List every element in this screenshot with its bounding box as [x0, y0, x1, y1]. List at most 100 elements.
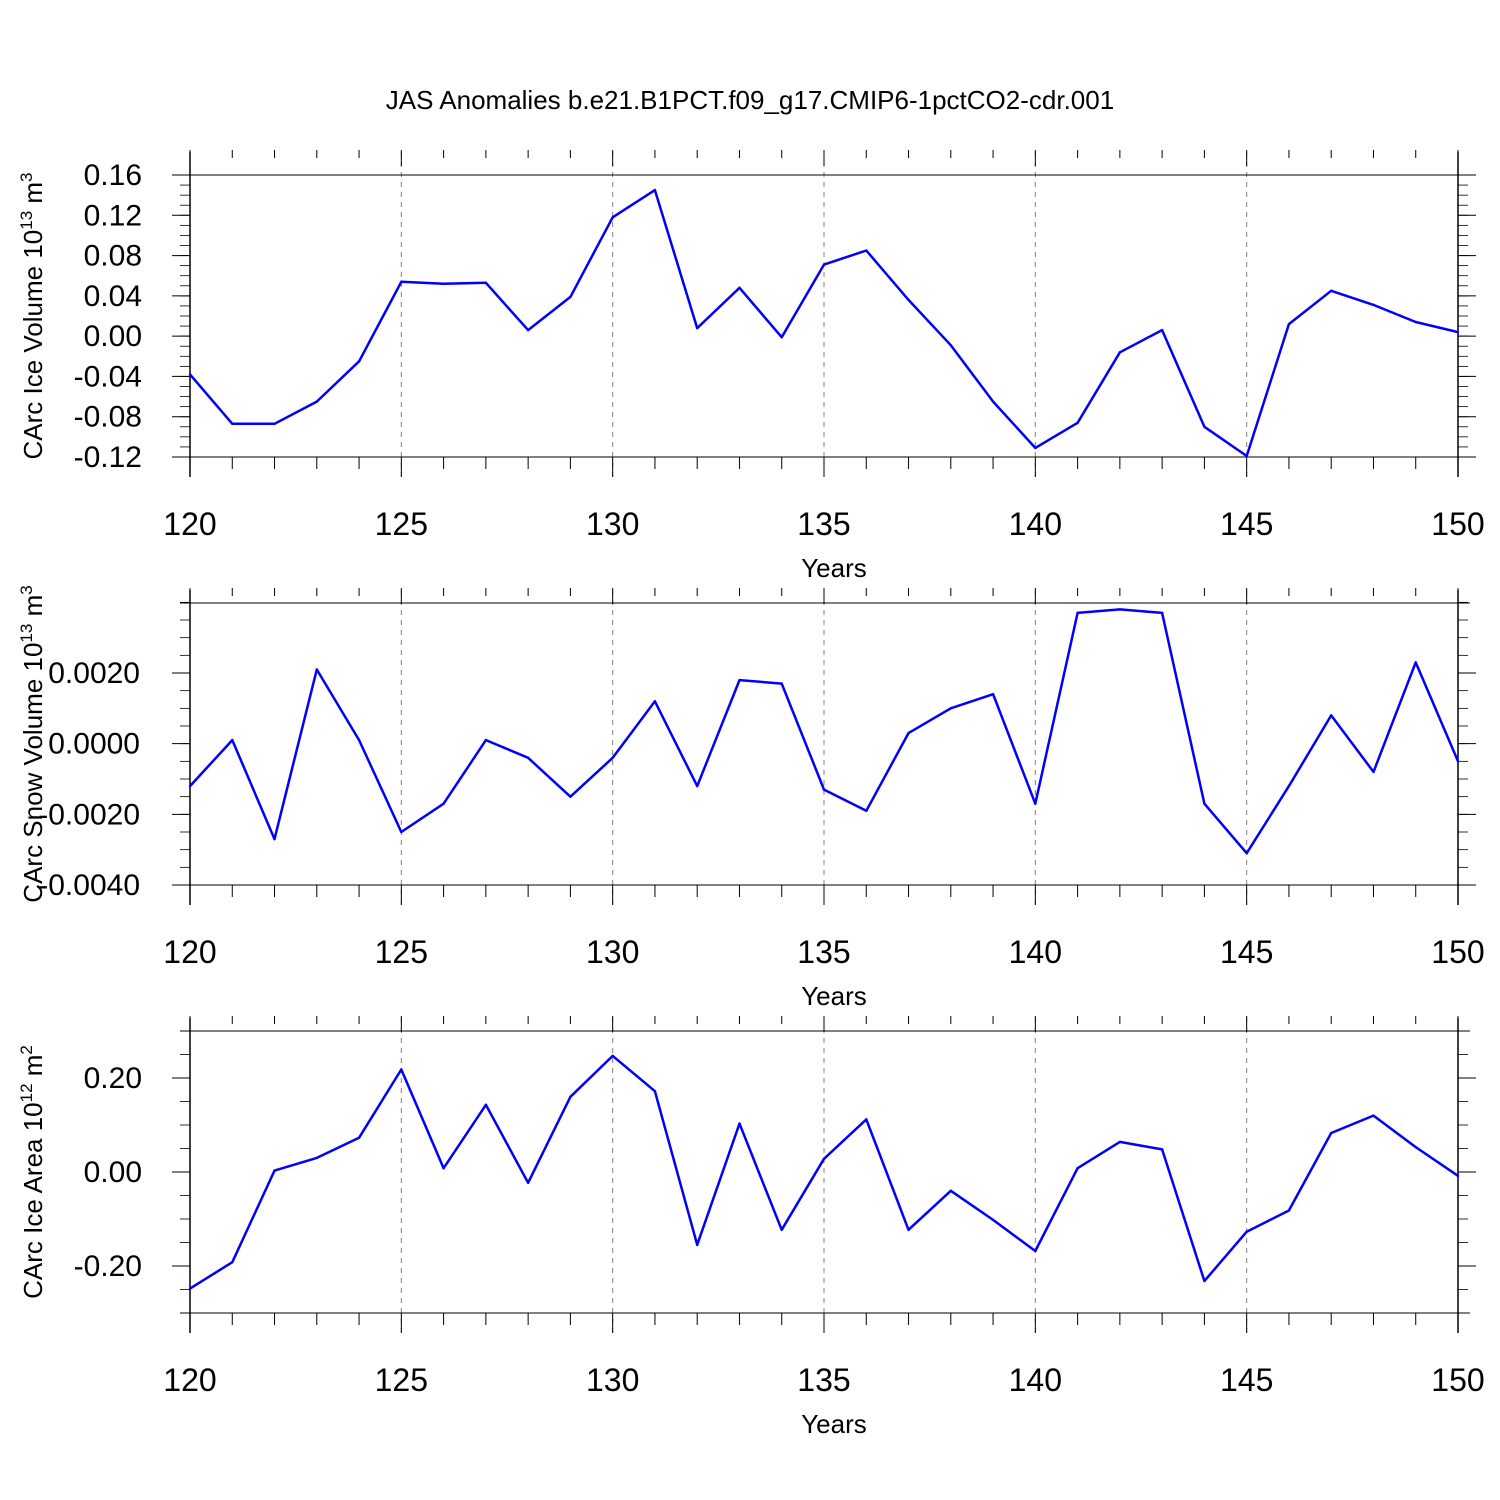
data-point	[484, 738, 488, 742]
panel-1: -0.12 -0.08 -0.04 0.00 0.04 0.08 0.12 0.16 120 12…	[17, 150, 1485, 583]
y-tick-label: -0.04	[74, 360, 142, 393]
x-axis-label: Years	[801, 981, 867, 1011]
data-point	[1414, 661, 1417, 664]
data-point	[526, 1181, 530, 1185]
data-point	[1456, 1174, 1460, 1177]
data-point	[1414, 1145, 1417, 1149]
data-point	[611, 1054, 614, 1058]
data-point	[1287, 1209, 1291, 1212]
x-tick-label: 135	[797, 934, 850, 970]
data-point	[1287, 784, 1291, 788]
data-point	[400, 280, 403, 283]
y-tick-label: 0.12	[84, 199, 142, 232]
x-tick-label: 130	[586, 934, 639, 970]
data-point	[273, 1169, 276, 1172]
y-tick-label: 0.08	[84, 240, 142, 273]
x-tick-label: 145	[1220, 1362, 1273, 1398]
data-point	[231, 422, 234, 425]
data-point	[273, 837, 276, 841]
data-point	[738, 678, 741, 682]
data-point	[188, 784, 192, 788]
data-point	[1203, 802, 1206, 805]
panel-3: -0.20 0.00 0.20 120 125 130 135 140 145 150 Years C…	[17, 1016, 1485, 1439]
y-tick-label: 0.0020	[48, 657, 140, 690]
x-tick-label: 150	[1431, 1362, 1484, 1398]
data-point	[1203, 1279, 1206, 1283]
data-point	[1118, 608, 1122, 611]
data-point	[484, 281, 488, 284]
y-tick-label: 0.00	[84, 1156, 142, 1189]
x-tick-label: 140	[1009, 934, 1062, 970]
data-point	[780, 1228, 783, 1232]
data-point	[865, 249, 868, 252]
data-point	[1330, 289, 1333, 293]
data-point	[357, 1136, 361, 1139]
data-point	[611, 756, 614, 759]
x-tick-label: 125	[375, 934, 428, 970]
data-point	[1076, 1167, 1079, 1170]
data-point	[1372, 303, 1375, 307]
data-point	[1245, 852, 1248, 855]
data-point	[738, 1122, 741, 1125]
data-point	[400, 830, 403, 834]
data-point	[653, 700, 657, 703]
data-point	[822, 788, 826, 791]
data-point	[949, 344, 952, 347]
y-tick-label: -0.0040	[38, 869, 140, 902]
data-point	[1203, 425, 1206, 428]
y-tick-label: 0.04	[84, 280, 142, 313]
x-tick-label: 145	[1220, 506, 1273, 542]
data-point	[1034, 802, 1037, 805]
data-point	[865, 809, 868, 812]
data-point	[696, 1243, 699, 1247]
data-point	[738, 286, 741, 289]
data-point	[357, 738, 361, 742]
data-point	[1160, 611, 1164, 615]
data-point	[780, 335, 783, 339]
y-axis-label: CArc Ice Area 1012 m2	[17, 1045, 48, 1299]
data-point	[1330, 714, 1333, 717]
data-point	[1245, 1230, 1248, 1233]
data-point	[1456, 760, 1460, 763]
y-tick-label: -0.20	[74, 1250, 142, 1283]
data-point	[696, 784, 699, 788]
data-point	[1372, 770, 1375, 774]
x-tick-label: 150	[1431, 506, 1484, 542]
y-tick-label: -0.0020	[38, 798, 140, 831]
chart-title: JAS Anomalies b.e21.B1PCT.f09_g17.CMIP6-…	[385, 85, 1115, 115]
data-point	[949, 1189, 952, 1193]
data-point	[822, 1157, 826, 1161]
data-point	[653, 188, 657, 192]
x-tick-label: 125	[375, 1362, 428, 1398]
x-tick-label: 140	[1009, 506, 1062, 542]
x-tick-label: 135	[797, 1362, 850, 1398]
x-axis-label: Years	[801, 553, 867, 583]
data-point	[1118, 1140, 1122, 1144]
data-point	[273, 422, 276, 425]
y-axis-label: CArc Ice Volume 1013 m3	[17, 172, 48, 459]
data-point	[696, 326, 699, 330]
data-point	[188, 373, 192, 376]
x-tick-label: 150	[1431, 934, 1484, 970]
data-point	[442, 802, 445, 805]
data-point	[400, 1068, 403, 1071]
data-point	[1330, 1131, 1333, 1135]
data-point	[484, 1103, 488, 1106]
data-point	[442, 282, 445, 285]
data-point	[949, 707, 952, 710]
y-tick-label: -0.12	[74, 441, 142, 474]
y-axis-label: CArc Snow Volume 1013 m3	[17, 585, 48, 902]
x-tick-label: 130	[586, 1362, 639, 1398]
data-point	[357, 360, 361, 363]
data-point	[907, 298, 910, 302]
x-tick-label: 120	[163, 1362, 216, 1398]
y-tick-label: 0.0000	[48, 728, 140, 761]
data-point	[907, 1228, 910, 1232]
data-point	[991, 400, 995, 403]
data-point	[569, 795, 572, 798]
x-tick-label: 135	[797, 506, 850, 542]
data-point	[1160, 328, 1164, 332]
data-point	[822, 263, 826, 266]
data-point	[780, 682, 783, 685]
